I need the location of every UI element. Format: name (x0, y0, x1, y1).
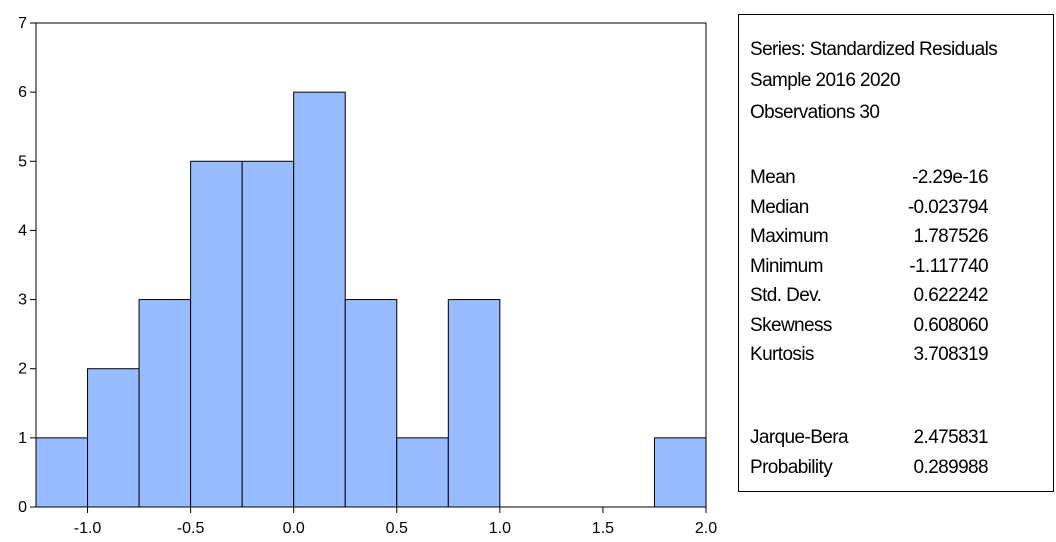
histogram-bar (241, 160, 295, 508)
stat-value: 0.622242 (913, 285, 989, 306)
stat-label: Probability (750, 456, 833, 478)
histogram-bar (35, 437, 89, 508)
histogram-bar (344, 299, 398, 508)
stat-label: Kurtosis (750, 344, 814, 365)
series-name: Series: Standardized Residuals (750, 39, 998, 60)
y-tick-label: 7 (18, 15, 27, 32)
y-axis: 0 1 2 3 4 5 6 7 (18, 15, 36, 516)
histogram-bar (87, 368, 140, 508)
histogram-bar (447, 299, 501, 508)
x-tick-label: -0.5 (177, 520, 205, 537)
x-tick-label: 1.0 (489, 520, 511, 537)
stat-label: Skewness (750, 314, 832, 336)
stat-label: Jarque-Bera (750, 427, 849, 448)
histogram-bar (653, 437, 707, 508)
stat-value: 2.475831 (913, 427, 989, 448)
stat-value: 0.608060 (913, 314, 989, 336)
stat-value: 0.289988 (913, 456, 989, 478)
histogram-bar (396, 437, 449, 508)
y-tick-label: 1 (18, 430, 27, 447)
stat-label: Median (750, 196, 809, 218)
stat-value: 3.708319 (913, 344, 989, 365)
x-tick-label: 0.0 (283, 520, 305, 537)
x-tick-label: 0.5 (386, 520, 408, 537)
y-tick-label: 0 (18, 499, 27, 516)
stat-label: Mean (750, 167, 796, 188)
y-tick-label: 4 (18, 222, 27, 239)
stat-label: Minimum (750, 255, 823, 277)
stat-value: -2.29e-16 (912, 167, 989, 188)
histogram-bar (138, 299, 192, 508)
stat-value: -1.117740 (909, 255, 988, 277)
stats-panel: Series: Standardized Residuals Sample 20… (738, 14, 1054, 492)
x-axis: -1.0 -0.5 0.0 0.5 1.0 1.5 2.0 (74, 507, 717, 537)
y-tick-label: 3 (18, 292, 27, 309)
histogram-bar (293, 91, 346, 508)
stat-label: Maximum (750, 226, 829, 247)
x-tick-label: -1.0 (74, 520, 102, 537)
histogram-bars (35, 91, 707, 508)
stat-value: -0.023794 (907, 196, 989, 218)
y-tick-label: 5 (18, 153, 27, 170)
stat-value: 1.787526 (913, 226, 989, 247)
y-tick-label: 2 (18, 361, 27, 378)
sample-range: Sample 2016 2020 (750, 70, 901, 91)
histogram-chart: 0 1 2 3 4 5 6 7 -1.0 -0.5 0.0 0.5 1.0 1.5 2.0 (18, 15, 717, 537)
histogram-bar (190, 160, 243, 508)
x-tick-label: 2.0 (695, 520, 717, 537)
y-tick-label: 6 (18, 84, 27, 101)
observations-count: Observations 30 (750, 102, 880, 123)
stat-label: Std. Dev. (750, 285, 822, 306)
x-tick-label: 1.5 (592, 520, 614, 537)
